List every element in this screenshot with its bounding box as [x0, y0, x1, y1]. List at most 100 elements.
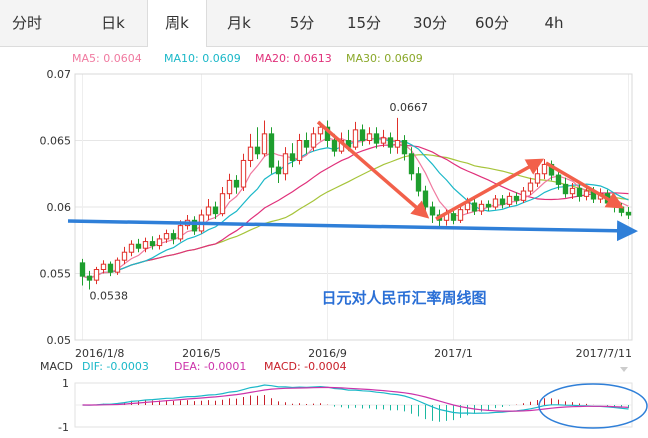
candle-body — [520, 190, 527, 201]
candle-body — [450, 213, 457, 221]
candle-body — [212, 206, 219, 215]
candle — [401, 135, 408, 161]
tab-intraday[interactable]: 分时 — [11, 14, 42, 32]
candle — [359, 124, 366, 146]
candle-body — [429, 206, 436, 216]
candle — [380, 129, 387, 148]
x-tick-label: 2016/9 — [308, 347, 347, 360]
tab-4h[interactable]: 4h — [544, 14, 564, 32]
candle — [457, 204, 464, 223]
candle — [541, 159, 548, 180]
candle-body — [114, 259, 121, 273]
red-down-arrow-2 — [545, 161, 625, 209]
candle — [163, 229, 170, 243]
x-tick-label: 2016/1/8 — [75, 347, 124, 360]
candle-body — [93, 269, 100, 281]
candle-body — [310, 133, 317, 148]
candles — [79, 117, 632, 290]
candle — [485, 200, 492, 211]
candle — [527, 177, 534, 196]
candle-body — [422, 190, 429, 208]
candle — [478, 200, 485, 215]
dif-line — [82, 384, 629, 414]
macd-title: MACD — [40, 360, 73, 373]
ma-lines — [82, 136, 629, 279]
candle-body — [226, 179, 233, 195]
candle — [86, 270, 93, 290]
tab-30min[interactable]: 30分 — [412, 14, 448, 32]
candle — [128, 240, 135, 257]
candle — [422, 185, 429, 214]
value-annotation: 0.0667 — [390, 101, 429, 114]
candle — [93, 266, 100, 285]
candle-body — [289, 153, 296, 161]
candle — [429, 201, 436, 223]
candle-body — [163, 233, 170, 240]
x-tick-label: 2016/5 — [182, 347, 221, 360]
tab-15min[interactable]: 15分 — [346, 14, 382, 32]
macd-value-label: MACD: -0.0004 — [264, 360, 347, 373]
candle — [471, 199, 478, 215]
candle — [226, 173, 233, 200]
candle — [625, 207, 632, 219]
tab-weekly-k[interactable]: 周k — [147, 0, 207, 47]
candle — [520, 187, 527, 204]
tab-daily-k[interactable]: 日k — [101, 14, 125, 32]
candle-body — [513, 195, 520, 201]
candle-body — [506, 195, 513, 205]
candle-body — [205, 206, 212, 216]
candle — [261, 120, 268, 157]
y-tick-label: 0.055 — [40, 268, 72, 281]
tab-monthly-k[interactable]: 月k — [227, 14, 251, 32]
ma10-label: MA10: 0.0609 — [164, 52, 241, 65]
candle — [254, 127, 261, 160]
candle-body — [534, 173, 541, 184]
candle-body — [576, 187, 583, 197]
candle — [107, 261, 114, 277]
candle — [275, 160, 282, 184]
candle-body — [380, 137, 387, 144]
candle — [534, 167, 541, 188]
candle — [408, 147, 415, 181]
candle-body — [366, 133, 373, 142]
candle-body — [275, 166, 282, 175]
x-tick-label: 2017/1 — [434, 347, 473, 360]
candle-body — [618, 206, 625, 213]
candle-body — [121, 251, 128, 261]
trend-arrows — [67, 120, 638, 242]
candle-body — [541, 163, 548, 175]
candle-body — [352, 129, 359, 148]
candle — [352, 121, 359, 150]
y-tick-label: 0.07 — [47, 68, 72, 81]
candle — [415, 167, 422, 197]
candle — [555, 169, 562, 190]
candle-body — [415, 173, 422, 192]
candle — [240, 153, 247, 192]
candle — [135, 238, 142, 253]
tab-5min[interactable]: 5分 — [289, 14, 315, 32]
candle-body — [296, 140, 303, 161]
candle — [149, 236, 156, 250]
candle-body — [149, 241, 156, 247]
candle-body — [569, 187, 576, 195]
value-annotation: 0.0538 — [90, 289, 129, 302]
candle-body — [240, 159, 247, 188]
candle — [282, 147, 289, 181]
macd-y-tick-label: -1 — [58, 421, 69, 434]
candle-body — [625, 211, 632, 216]
candle — [289, 143, 296, 168]
candle-body — [254, 146, 261, 155]
candle-body — [107, 263, 114, 273]
candle-body — [191, 219, 198, 232]
candle — [212, 201, 219, 219]
highlight-ellipse — [538, 383, 648, 429]
candle-body — [394, 140, 401, 148]
macd-panel — [82, 367, 648, 429]
chart-title: 日元对人民币汇率周线图 — [321, 289, 486, 307]
candle-body — [177, 225, 184, 240]
candle-body — [219, 193, 226, 215]
candle — [499, 195, 506, 209]
tab-60min[interactable]: 60分 — [474, 14, 510, 32]
candle-body — [471, 202, 478, 212]
